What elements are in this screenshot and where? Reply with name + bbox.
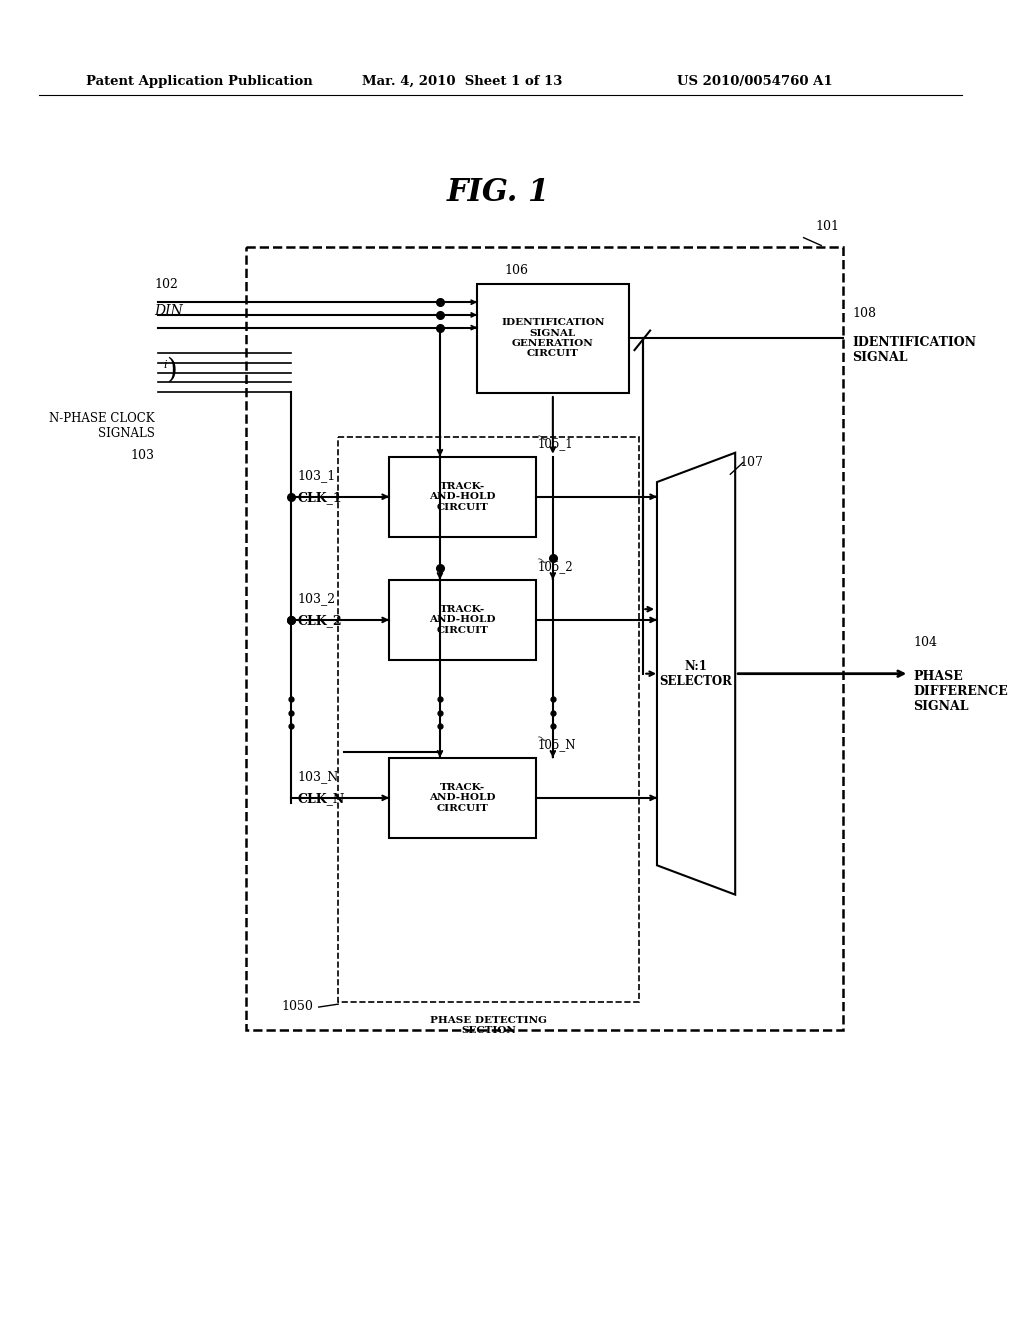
Text: TRACK-
AND-HOLD
CIRCUIT: TRACK- AND-HOLD CIRCUIT — [429, 482, 496, 512]
Bar — [389, 457, 536, 537]
Bar — [477, 284, 629, 393]
Text: Patent Application Publication: Patent Application Publication — [86, 75, 312, 87]
Text: 104: 104 — [913, 636, 937, 649]
Text: CLK_N: CLK_N — [297, 792, 344, 805]
Text: TRACK-
AND-HOLD
CIRCUIT: TRACK- AND-HOLD CIRCUIT — [429, 605, 496, 635]
Text: 105_1: 105_1 — [538, 437, 573, 450]
Text: 103_1: 103_1 — [297, 469, 336, 482]
Text: 106: 106 — [505, 264, 528, 277]
Text: DIN: DIN — [155, 304, 183, 318]
Text: CLK_1: CLK_1 — [297, 491, 342, 504]
Bar — [338, 437, 639, 1002]
Text: TRACK-
AND-HOLD
CIRCUIT: TRACK- AND-HOLD CIRCUIT — [429, 783, 496, 813]
Text: N-PHASE CLOCK
SIGNALS: N-PHASE CLOCK SIGNALS — [49, 412, 155, 440]
Polygon shape — [657, 453, 735, 895]
Text: 105_N: 105_N — [538, 738, 577, 751]
Text: US 2010/0054760 A1: US 2010/0054760 A1 — [677, 75, 833, 87]
Text: ~: ~ — [531, 553, 549, 572]
Text: 103_2: 103_2 — [297, 593, 335, 606]
Text: 107: 107 — [739, 457, 763, 470]
Text: 105_2: 105_2 — [538, 560, 573, 573]
Text: 103_N: 103_N — [297, 771, 339, 783]
Text: i: i — [163, 360, 167, 370]
Text: PHASE
DIFFERENCE
SIGNAL: PHASE DIFFERENCE SIGNAL — [913, 669, 1008, 713]
Text: N:1
SELECTOR: N:1 SELECTOR — [659, 660, 732, 688]
Text: CLK_2: CLK_2 — [297, 614, 342, 627]
Text: IDENTIFICATION
SIGNAL
GENERATION
CIRCUIT: IDENTIFICATION SIGNAL GENERATION CIRCUIT — [501, 318, 604, 359]
Text: Mar. 4, 2010  Sheet 1 of 13: Mar. 4, 2010 Sheet 1 of 13 — [361, 75, 562, 87]
Text: 108: 108 — [853, 306, 877, 319]
Bar — [389, 758, 536, 838]
Text: ~: ~ — [531, 430, 549, 447]
Text: IDENTIFICATION
SIGNAL: IDENTIFICATION SIGNAL — [853, 337, 977, 364]
Text: PHASE DETECTING
SECTION: PHASE DETECTING SECTION — [430, 1016, 547, 1035]
Text: 103: 103 — [130, 449, 155, 462]
Text: ): ) — [166, 358, 177, 384]
Bar — [247, 247, 843, 1030]
Bar — [389, 579, 536, 660]
Text: ~: ~ — [531, 731, 549, 748]
Text: 101: 101 — [815, 220, 840, 232]
Text: 102: 102 — [155, 279, 178, 292]
Text: 1050: 1050 — [282, 1001, 313, 1012]
Text: FIG. 1: FIG. 1 — [446, 177, 550, 209]
